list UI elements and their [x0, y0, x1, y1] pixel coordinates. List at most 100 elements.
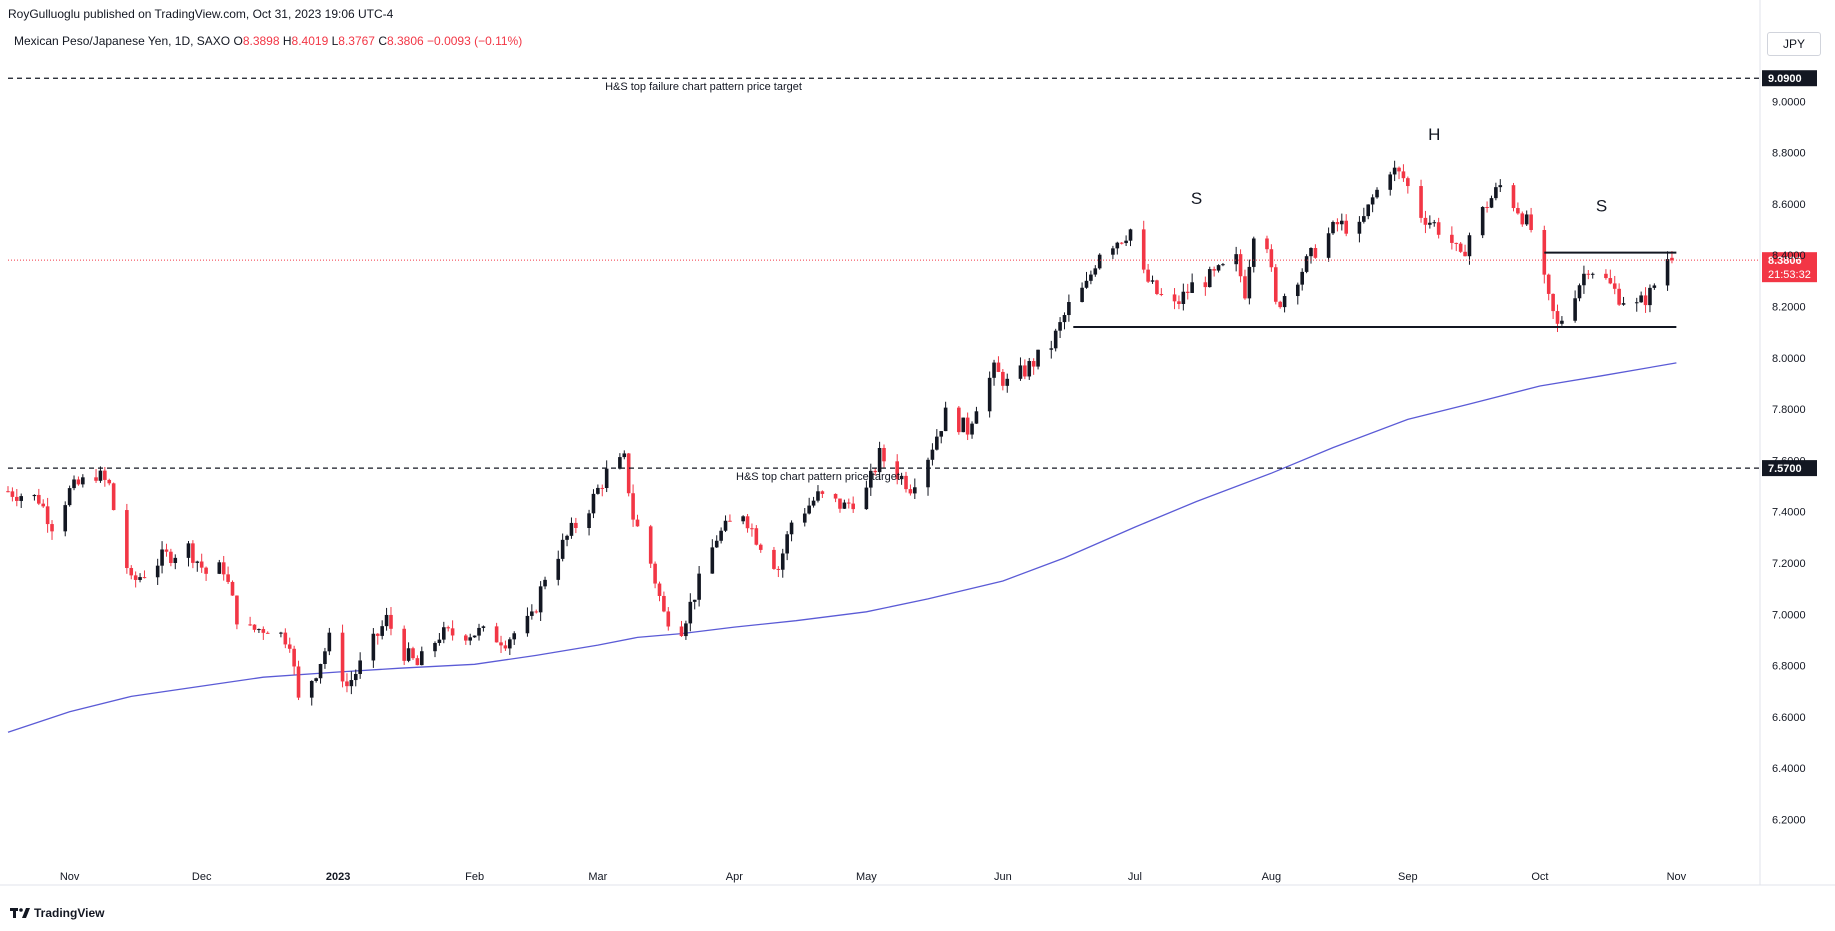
candle-body [534, 611, 539, 613]
candle-body [657, 583, 662, 596]
candle-body [94, 477, 98, 481]
candle-body [851, 503, 855, 510]
candle-body [19, 496, 24, 501]
candles-layer [6, 160, 1674, 706]
candle [257, 628, 261, 634]
candle-body [389, 614, 393, 629]
candle [899, 472, 904, 485]
footer-brand[interactable]: TradingView [10, 906, 104, 920]
candle-body [248, 624, 252, 626]
candle-body [1243, 276, 1247, 299]
candle [129, 565, 134, 580]
candle [37, 488, 41, 506]
candle [1067, 294, 1071, 322]
candle [868, 463, 873, 496]
candle [1111, 245, 1115, 260]
candle [340, 624, 345, 688]
candle-body [1212, 269, 1216, 271]
candle [296, 660, 301, 701]
candle [1485, 201, 1489, 213]
candle-body [1238, 254, 1243, 277]
candle-body [1586, 273, 1591, 275]
candle-body [530, 611, 534, 616]
candle [433, 641, 437, 658]
x-tick-label: Mar [588, 871, 607, 883]
candle [1058, 317, 1062, 339]
candle [1392, 160, 1397, 182]
candle [1027, 357, 1032, 380]
candle [565, 534, 569, 547]
candle [252, 624, 257, 633]
candle-body [1498, 185, 1503, 188]
candle [758, 543, 763, 553]
candle [230, 580, 235, 596]
candle-body [1577, 285, 1582, 299]
candle-body [406, 648, 411, 661]
candle-body [1023, 365, 1027, 377]
candle-body [1141, 229, 1146, 270]
candle [1586, 270, 1591, 280]
candle [631, 484, 635, 527]
candle-body [1340, 220, 1344, 225]
candle-body [820, 491, 825, 494]
change-value: −0.0093 (−0.11%) [427, 34, 523, 48]
candle-body [1027, 361, 1032, 377]
candle-body [1362, 216, 1366, 222]
y-tick-label: 7.8000 [1772, 404, 1806, 416]
candle-body [1494, 187, 1498, 199]
candle [1542, 225, 1547, 284]
candle [569, 517, 574, 539]
candle [1001, 369, 1005, 391]
candle-body [1401, 171, 1406, 179]
candle [1428, 215, 1432, 229]
candle [1062, 312, 1067, 330]
candle-body [684, 623, 688, 637]
candle-body [1335, 222, 1340, 225]
candle [15, 488, 19, 507]
candle [816, 485, 820, 503]
candle-body [596, 487, 600, 494]
candle [772, 546, 776, 570]
candle [1146, 263, 1150, 284]
candle [94, 469, 98, 483]
candle-body [846, 502, 851, 504]
failure-target-annotation: H&S top failure chart pattern price targ… [605, 81, 802, 93]
x-tick-label: Jul [1128, 871, 1142, 883]
candle-body [1247, 266, 1252, 299]
candle-body [81, 477, 85, 485]
candle-body [604, 468, 609, 489]
candle [754, 525, 759, 546]
candle [666, 607, 671, 631]
candle [411, 646, 415, 660]
currency-button[interactable]: JPY [1767, 32, 1821, 56]
candle-body [719, 530, 723, 541]
candle-body [1097, 254, 1102, 269]
candle [723, 515, 728, 533]
candle [494, 622, 499, 643]
candle [987, 371, 992, 418]
candle-body [1375, 189, 1379, 198]
candle-body [833, 493, 838, 499]
candle-body [1084, 280, 1089, 288]
candle-body [15, 496, 19, 501]
candle [802, 508, 807, 527]
candle [1093, 265, 1098, 277]
candle-body [1278, 301, 1282, 308]
candle [1309, 247, 1313, 264]
candle [1295, 282, 1300, 305]
candle [76, 476, 81, 486]
candle [446, 625, 451, 632]
candle [1097, 253, 1102, 270]
candle-body [468, 637, 473, 641]
candle [164, 543, 169, 557]
candle [688, 593, 693, 632]
candle-body [935, 436, 939, 450]
time-axis: Nov Dec 2023 Feb Mar Apr May Jun Jul Aug Sep Oct Nov [60, 871, 1687, 883]
candle [530, 604, 534, 620]
candle-body [1036, 349, 1040, 367]
candle-body [653, 563, 657, 584]
y-tick-label: 9.0000 [1772, 96, 1806, 108]
candle [538, 581, 543, 622]
candle [864, 480, 869, 510]
